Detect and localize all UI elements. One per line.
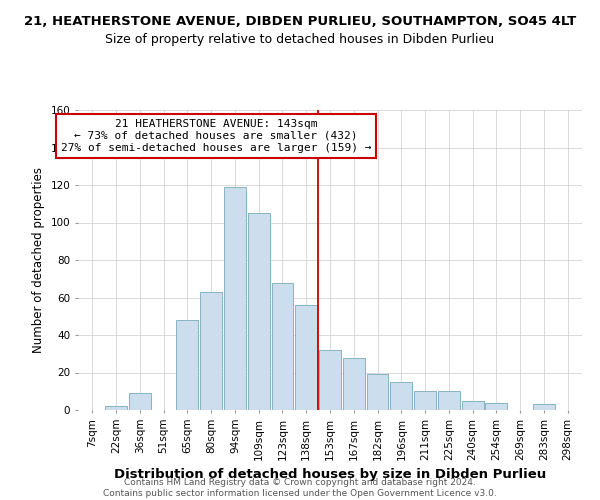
Bar xyxy=(462,400,484,410)
Bar xyxy=(533,404,555,410)
Bar xyxy=(224,187,246,410)
Text: Size of property relative to detached houses in Dibden Purlieu: Size of property relative to detached ho… xyxy=(106,32,494,46)
Bar xyxy=(343,358,365,410)
Bar xyxy=(272,282,293,410)
Bar xyxy=(391,382,412,410)
Bar xyxy=(485,402,508,410)
X-axis label: Distribution of detached houses by size in Dibden Purlieu: Distribution of detached houses by size … xyxy=(114,468,546,481)
Bar xyxy=(248,213,269,410)
Bar xyxy=(367,374,388,410)
Text: Contains HM Land Registry data © Crown copyright and database right 2024.
Contai: Contains HM Land Registry data © Crown c… xyxy=(103,478,497,498)
Y-axis label: Number of detached properties: Number of detached properties xyxy=(32,167,45,353)
Text: 21, HEATHERSTONE AVENUE, DIBDEN PURLIEU, SOUTHAMPTON, SO45 4LT: 21, HEATHERSTONE AVENUE, DIBDEN PURLIEU,… xyxy=(24,15,576,28)
Bar xyxy=(176,320,198,410)
Bar xyxy=(200,292,222,410)
Bar xyxy=(105,406,127,410)
Bar xyxy=(295,305,317,410)
Bar xyxy=(414,391,436,410)
Bar xyxy=(129,393,151,410)
Bar xyxy=(319,350,341,410)
Bar xyxy=(438,391,460,410)
Text: 21 HEATHERSTONE AVENUE: 143sqm
← 73% of detached houses are smaller (432)
27% of: 21 HEATHERSTONE AVENUE: 143sqm ← 73% of … xyxy=(61,120,371,152)
